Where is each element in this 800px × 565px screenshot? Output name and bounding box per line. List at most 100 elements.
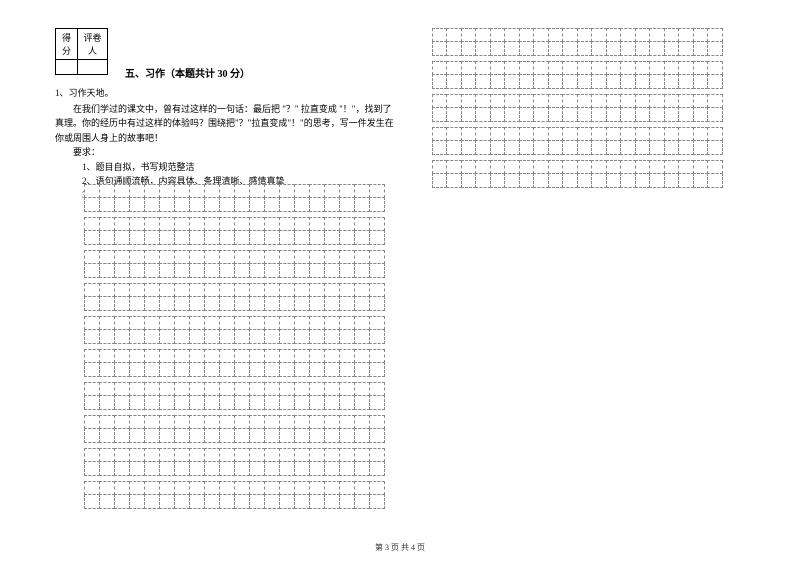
grid-cell <box>279 283 295 298</box>
grid-cell <box>114 250 130 265</box>
grid-cell <box>129 296 145 311</box>
grid-cell <box>294 428 310 443</box>
grid-cell <box>309 217 325 232</box>
grid-cell <box>620 61 636 76</box>
grid-cell <box>533 140 549 155</box>
grid-cell <box>249 395 265 410</box>
grid-cell <box>159 362 175 377</box>
grid-cell <box>144 296 160 311</box>
grid-cell <box>519 160 535 175</box>
grid-cell <box>432 94 448 109</box>
grid-cell <box>533 160 549 175</box>
grid-cell <box>432 173 448 188</box>
grid-cell <box>591 28 607 43</box>
grid-cell <box>324 250 340 265</box>
grid-cell <box>664 74 680 89</box>
grid-cell <box>354 415 370 430</box>
grid-cell <box>144 481 160 496</box>
grid-cell <box>264 184 280 199</box>
grid-cell <box>591 127 607 142</box>
grid-cell <box>461 28 477 43</box>
grid-cell <box>354 283 370 298</box>
grid-cell <box>279 461 295 476</box>
grid-cell <box>234 296 250 311</box>
grid-cell <box>339 250 355 265</box>
grid-cell <box>234 184 250 199</box>
grid-cell <box>264 481 280 496</box>
grid-cell <box>446 61 462 76</box>
grid-cell <box>562 107 578 122</box>
grid-cell <box>548 74 564 89</box>
grid-cell <box>606 107 622 122</box>
grid-cell <box>461 61 477 76</box>
grid-cell <box>189 197 205 212</box>
grid-cell <box>490 173 506 188</box>
grid-cell <box>519 74 535 89</box>
grid-cell <box>114 461 130 476</box>
grid-cell <box>664 94 680 109</box>
grid-cell <box>461 94 477 109</box>
grid-cell <box>294 415 310 430</box>
grid-cell <box>129 494 145 509</box>
grid-cell <box>174 230 190 245</box>
grid-cell <box>369 197 385 212</box>
grid-cell <box>159 481 175 496</box>
grid-cell <box>189 382 205 397</box>
grid-cell <box>234 481 250 496</box>
grid-cell <box>475 28 491 43</box>
grid-cell <box>490 28 506 43</box>
grid-cell <box>204 250 220 265</box>
grid-cell <box>219 283 235 298</box>
grid-cell <box>114 230 130 245</box>
grid-cell <box>249 448 265 463</box>
grid-cell <box>144 316 160 331</box>
grid-cell <box>461 74 477 89</box>
grid-cell <box>324 362 340 377</box>
grid-cell <box>339 316 355 331</box>
grid-cell <box>189 329 205 344</box>
grid-cell <box>707 41 723 56</box>
grid-cell <box>504 74 520 89</box>
grid-cell <box>234 448 250 463</box>
grid-cell <box>461 127 477 142</box>
grid-cell <box>174 283 190 298</box>
grid-cell <box>249 296 265 311</box>
grid-cell <box>591 160 607 175</box>
grid-cell <box>678 160 694 175</box>
grid-cell <box>562 28 578 43</box>
grid-cell <box>446 140 462 155</box>
grid-cell <box>446 28 462 43</box>
grid-cell <box>129 283 145 298</box>
grid-cell <box>693 140 709 155</box>
grid-cell <box>84 481 100 496</box>
grid-cell <box>475 107 491 122</box>
grid-cell <box>577 173 593 188</box>
grid-cell <box>533 107 549 122</box>
grid-cell <box>114 316 130 331</box>
grid-cell <box>234 263 250 278</box>
grid-cell <box>446 173 462 188</box>
grid-cell <box>707 160 723 175</box>
grid-cell <box>446 107 462 122</box>
grid-cell <box>577 28 593 43</box>
grid-cell <box>533 41 549 56</box>
grid-cell <box>324 349 340 364</box>
grid-cell <box>664 127 680 142</box>
grid-cell <box>693 61 709 76</box>
grid-cell <box>129 448 145 463</box>
grid-cell <box>548 127 564 142</box>
grid-cell <box>309 415 325 430</box>
grid-cell <box>354 362 370 377</box>
grid-cell <box>324 184 340 199</box>
grid-cell <box>475 140 491 155</box>
grid-cell <box>324 428 340 443</box>
grid-cell <box>324 197 340 212</box>
grid-cell <box>144 217 160 232</box>
grid-cell <box>504 94 520 109</box>
grid-cell <box>174 349 190 364</box>
grid-cell <box>475 61 491 76</box>
grid-cell <box>339 448 355 463</box>
grid-cell <box>234 283 250 298</box>
grid-cell <box>533 74 549 89</box>
grid-cell <box>129 230 145 245</box>
